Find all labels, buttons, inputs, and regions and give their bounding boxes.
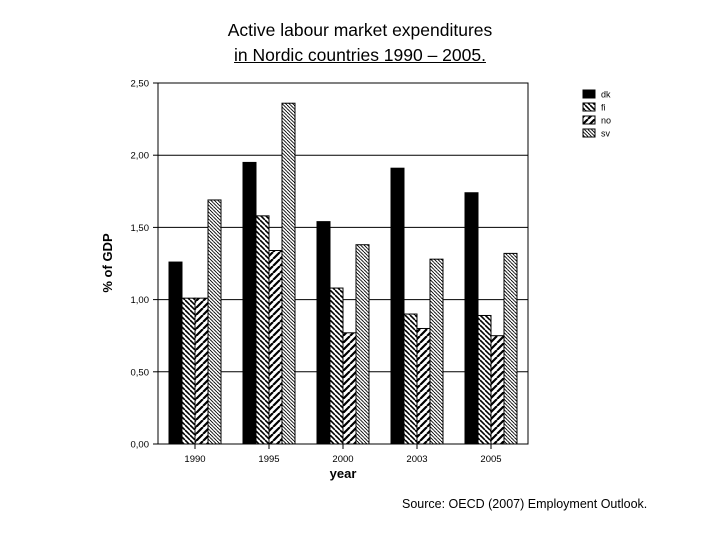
legend-label-no: no (601, 116, 611, 126)
bar-fi-2000 (329, 287, 344, 445)
chart-title-line2: in Nordic countries 1990 – 2005. (234, 45, 486, 65)
bar-fi-2003 (403, 313, 418, 445)
y-tick-label: 2,00 (131, 151, 150, 162)
bar-dk-1990 (168, 261, 183, 445)
bar-sv-1990 (207, 199, 222, 445)
legend-label-fi: fi (601, 103, 606, 113)
legend-swatch-sv (582, 128, 596, 138)
bar-no-2003 (416, 327, 431, 445)
bar-fi-1990 (181, 297, 196, 445)
source-note: Source: OECD (2007) Employment Outlook. (402, 497, 648, 511)
legend: dk fi no sv (582, 89, 611, 139)
bar-no-2005 (490, 335, 505, 445)
x-tick-label: 2000 (332, 454, 353, 465)
y-axis-label: % of GDP (100, 233, 115, 293)
y-tick-label: 1,00 (131, 295, 150, 306)
legend-label-dk: dk (601, 90, 611, 100)
x-tick-label: 2005 (480, 454, 501, 465)
legend-swatch-dk (582, 89, 596, 99)
x-tick-label: 1990 (184, 454, 205, 465)
y-tick-label: 2,50 (131, 79, 150, 90)
bar-sv-1995 (281, 102, 296, 445)
legend-swatch-fi (582, 102, 596, 112)
bar-sv-2003 (429, 258, 444, 445)
y-tick-label: 0,50 (131, 367, 150, 378)
bar-no-2000 (342, 332, 357, 445)
bar-dk-2005 (464, 192, 479, 445)
bar-fi-2005 (477, 314, 492, 445)
y-tick-label: 0,00 (131, 440, 150, 451)
bar-fi-1995 (255, 215, 270, 445)
x-tick-label: 2003 (406, 454, 427, 465)
legend-label-sv: sv (601, 129, 611, 139)
bar-dk-2000 (316, 221, 331, 445)
bar-sv-2000 (355, 244, 370, 445)
x-axis-label: year (330, 466, 357, 481)
bar-dk-2003 (390, 167, 405, 445)
y-tick-label: 1,50 (131, 223, 150, 234)
bar-no-1990 (194, 297, 209, 445)
x-tick-label: 1995 (258, 454, 279, 465)
legend-swatch-no (582, 115, 596, 125)
bar-dk-1995 (242, 161, 257, 445)
chart-title-line1: Active labour market expenditures (227, 20, 493, 40)
axes: 0,00 0,50 1,00 1,50 2,00 2,50 1990 1995 2000 2003… (131, 79, 502, 466)
bars (168, 102, 518, 445)
bar-sv-2005 (503, 252, 518, 445)
bar-no-1995 (268, 250, 283, 445)
